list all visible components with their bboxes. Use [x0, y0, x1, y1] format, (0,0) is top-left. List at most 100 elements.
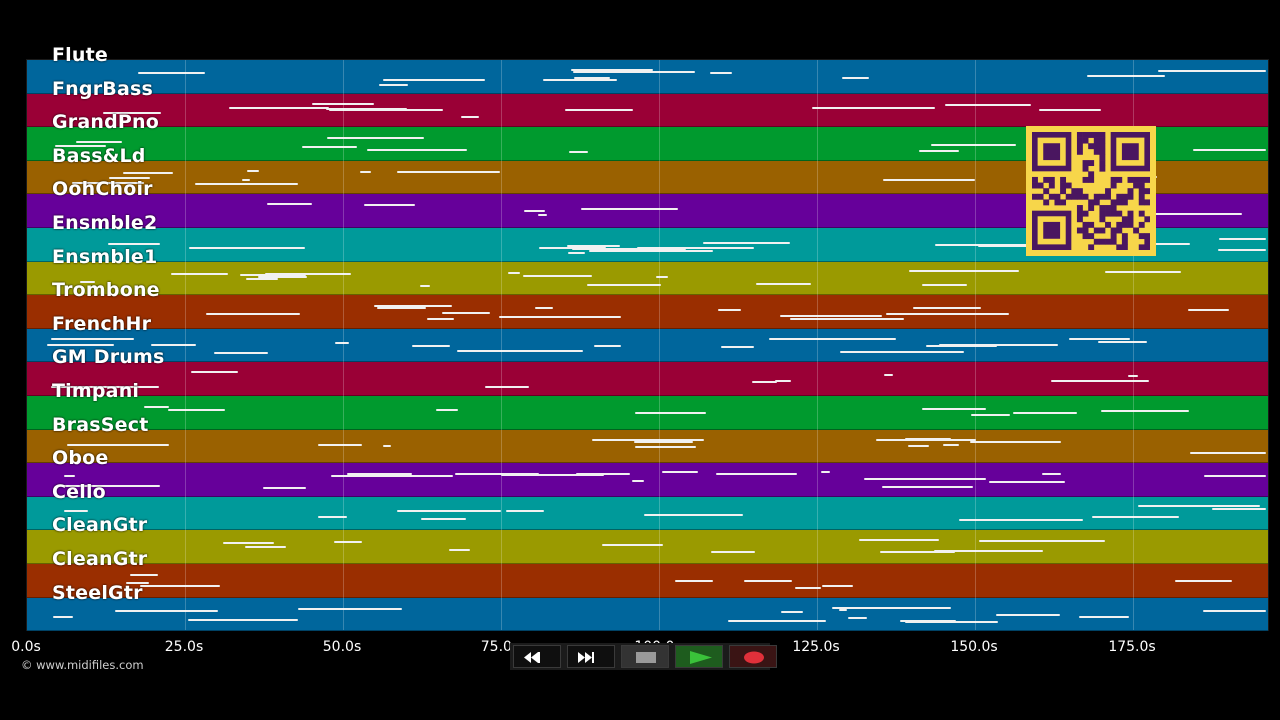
- note: [449, 549, 470, 552]
- note: [926, 345, 998, 348]
- note: [922, 408, 987, 411]
- note: [876, 438, 976, 441]
- note: [644, 514, 744, 517]
- note: [913, 306, 981, 309]
- record-button[interactable]: [729, 645, 777, 668]
- rewind-button[interactable]: [513, 645, 561, 668]
- note: [623, 68, 653, 71]
- note: [205, 312, 301, 315]
- note: [455, 472, 539, 475]
- track-lane[interactable]: [27, 496, 1268, 531]
- track-lane[interactable]: [27, 463, 1268, 497]
- note: [66, 444, 170, 447]
- note: [885, 312, 1010, 315]
- gridline: [185, 60, 186, 630]
- time-tick-label: 75.0s: [480, 639, 520, 655]
- note: [383, 78, 486, 81]
- note: [847, 617, 867, 620]
- track-lane[interactable]: [27, 530, 1268, 564]
- gridline: [343, 60, 344, 630]
- record-icon: [744, 651, 764, 664]
- note: [1218, 238, 1266, 241]
- note: [359, 171, 371, 174]
- stop-button[interactable]: [621, 645, 669, 668]
- note: [832, 607, 951, 610]
- track-label: GrandPno: [52, 111, 160, 134]
- note: [1097, 340, 1148, 343]
- note: [64, 510, 88, 512]
- note: [919, 150, 960, 153]
- note: [222, 542, 275, 545]
- track-lane[interactable]: [27, 362, 1268, 396]
- note: [239, 273, 307, 276]
- note: [363, 203, 416, 206]
- note: [566, 244, 621, 247]
- play-button[interactable]: [675, 645, 723, 668]
- note: [412, 345, 450, 348]
- note: [524, 210, 546, 213]
- fast-forward-button[interactable]: [567, 645, 615, 668]
- note: [934, 244, 1037, 247]
- note: [346, 472, 412, 475]
- note: [441, 312, 490, 315]
- note: [327, 137, 425, 140]
- track-label: GM Drums: [52, 346, 165, 369]
- track-label: OohChoir: [52, 178, 153, 201]
- note: [655, 275, 668, 278]
- note: [717, 309, 741, 312]
- gridline: [501, 60, 502, 630]
- note: [908, 444, 929, 447]
- note: [1041, 473, 1062, 476]
- note: [571, 69, 641, 72]
- note: [333, 540, 362, 543]
- track-label: FrenchHr: [52, 312, 152, 335]
- note: [586, 283, 662, 286]
- track-lane[interactable]: [27, 261, 1268, 296]
- track-lane[interactable]: [27, 60, 1268, 94]
- note: [567, 251, 585, 254]
- note: [108, 243, 161, 246]
- note: [931, 144, 1016, 147]
- note: [905, 621, 998, 624]
- note: [71, 182, 145, 185]
- note: [602, 544, 663, 547]
- note: [236, 618, 261, 621]
- track-lane[interactable]: [27, 396, 1268, 430]
- note: [775, 380, 791, 383]
- gridline: [1133, 60, 1134, 630]
- note: [301, 146, 357, 149]
- note: [727, 620, 826, 623]
- note: [436, 409, 458, 412]
- note: [499, 316, 621, 319]
- track-lane[interactable]: [27, 295, 1268, 329]
- note: [934, 550, 1043, 553]
- note: [1038, 108, 1101, 111]
- fast-forward-icon: [578, 652, 594, 663]
- gridline: [659, 60, 660, 630]
- note: [241, 178, 250, 181]
- play-icon: [690, 651, 712, 664]
- track-lane[interactable]: [27, 429, 1268, 464]
- time-tick-label: 0.0s: [11, 639, 41, 655]
- note: [377, 306, 427, 309]
- note: [1069, 338, 1130, 341]
- note: [396, 510, 501, 513]
- track-lane[interactable]: [27, 328, 1268, 363]
- note: [634, 412, 707, 415]
- track-label: Timpani: [52, 380, 140, 402]
- track-lane[interactable]: [27, 564, 1268, 598]
- note: [522, 274, 592, 277]
- note: [63, 474, 75, 477]
- note: [581, 207, 678, 210]
- note: [1192, 148, 1266, 151]
- note: [317, 515, 347, 518]
- track-lane[interactable]: [27, 597, 1268, 632]
- track-label: CleanGtr: [52, 514, 148, 537]
- track-lane[interactable]: [27, 93, 1268, 128]
- note: [576, 472, 630, 475]
- note: [703, 242, 790, 245]
- note: [882, 486, 974, 489]
- note: [137, 71, 206, 74]
- track-label: BrasSect: [52, 413, 149, 436]
- note: [537, 214, 547, 217]
